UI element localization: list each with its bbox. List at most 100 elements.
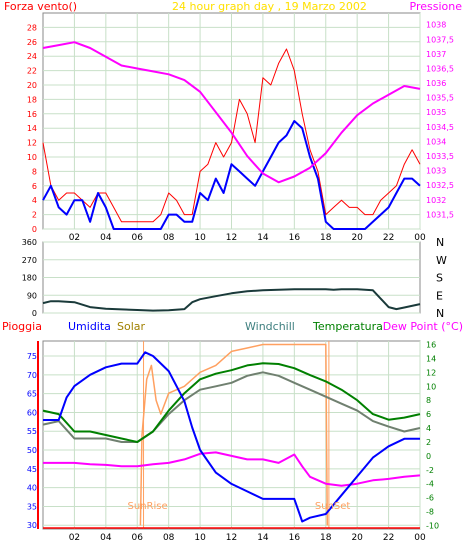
temperature-line [42, 362, 421, 443]
wind-direction-line [42, 288, 421, 312]
y-left-tick-label: 20 [27, 81, 37, 90]
temperature-series [42, 341, 421, 529]
y-left-tick-label: 0 [32, 309, 37, 318]
x-tick-label: 06 [132, 533, 144, 543]
compass-tick-label: E [436, 289, 443, 302]
x-tick-label: 08 [163, 533, 175, 543]
x-tick-label: 14 [257, 533, 269, 543]
x-tick-label: 00 [414, 233, 426, 243]
temperature-x-ticks: 02 04 06 08 10 12 14 16 18 20 22 00 [69, 533, 426, 543]
y-right-tick-label: 12 [426, 368, 436, 377]
compass-tick-label: N [436, 236, 444, 249]
x-tick-label: 16 [289, 233, 301, 243]
y-left-tick-label: 6 [32, 182, 37, 191]
x-tick-label: 00 [414, 533, 426, 543]
compass-tick-label: S [436, 272, 443, 285]
temperature-axis-ticks: -10 -8 -6 -4 -2 0 2 4 6 8 10 12 14 16 [426, 340, 439, 530]
humidity-axis-ticks: 30 35 40 45 50 55 60 65 70 75 [27, 352, 37, 530]
y-left-tick-label: 35 [27, 502, 37, 511]
y-left-tick-label: 12 [27, 139, 37, 148]
y-right-tick-label: 10 [426, 382, 436, 391]
sunrise-label: SunRise [128, 501, 168, 512]
y-right-tick-label: 1036 [426, 79, 446, 88]
y-right-tick-label: 1038 [426, 21, 446, 30]
solar-line [139, 343, 329, 526]
x-tick-label: 16 [289, 533, 301, 543]
temperature-grid [43, 341, 421, 529]
y-right-tick-label: -2 [426, 466, 434, 475]
y-left-tick-label: 30 [27, 521, 37, 530]
y-left-tick-label: 0 [32, 225, 37, 234]
wind-pressure-x-ticks: 02 04 06 08 10 12 14 16 18 20 22 00 [69, 233, 426, 243]
x-tick-label: 02 [69, 533, 80, 543]
direction-grid [43, 241, 420, 314]
y-right-tick-label: 1036,5 [426, 64, 454, 73]
legend-solar: Solar [117, 320, 146, 333]
pressure-axis-label: Pressione [410, 0, 463, 13]
x-tick-label: 22 [383, 533, 394, 543]
y-left-tick-label: 360 [22, 238, 37, 247]
y-left-tick-label: 10 [27, 153, 37, 162]
x-tick-label: 18 [320, 233, 332, 243]
x-tick-label: 02 [69, 233, 80, 243]
y-right-tick-label: 1032,5 [426, 181, 454, 190]
y-right-tick-label: -6 [426, 494, 434, 503]
y-left-tick-label: 180 [22, 274, 37, 283]
y-left-tick-label: 75 [27, 352, 37, 361]
y-right-tick-label: -4 [426, 480, 434, 489]
x-tick-label: 10 [194, 233, 206, 243]
y-left-tick-label: 4 [32, 196, 37, 205]
dewpoint-line [43, 451, 421, 487]
y-right-tick-label: 1037,5 [426, 35, 454, 44]
y-right-tick-label: -8 [426, 508, 434, 517]
pressure-line [42, 41, 421, 184]
x-tick-label: 04 [100, 233, 112, 243]
y-left-tick-label: 24 [27, 52, 37, 61]
chart-title: 24 hour graph day , 19 Marzo 2002 [172, 0, 367, 13]
y-right-tick-label: 1034 [426, 137, 446, 146]
y-left-tick-label: 60 [27, 408, 37, 417]
x-tick-label: 14 [257, 233, 269, 243]
y-right-tick-label: 1031,5 [426, 210, 454, 219]
legend-temperature: Temperatura [312, 320, 383, 333]
y-right-tick-label: 16 [426, 340, 436, 349]
y-right-tick-label: 8 [426, 396, 431, 405]
x-tick-label: 10 [194, 533, 206, 543]
legend: Pioggia Umidita Solar Windchill Temperat… [2, 320, 463, 333]
y-left-tick-label: 270 [22, 256, 37, 265]
x-tick-label: 08 [163, 233, 175, 243]
y-left-tick-label: 50 [27, 446, 37, 455]
y-left-tick-label: 45 [27, 465, 37, 474]
y-left-tick-label: 16 [27, 110, 37, 119]
y-right-tick-label: 1035 [426, 108, 446, 117]
x-tick-label: 18 [320, 533, 332, 543]
x-tick-label: 20 [351, 233, 363, 243]
y-left-tick-label: 70 [27, 371, 37, 380]
y-right-tick-label: 1037 [426, 50, 446, 59]
y-right-tick-label: -10 [426, 522, 439, 531]
wind-speed-line [42, 48, 421, 223]
x-tick-label: 22 [383, 233, 394, 243]
y-left-tick-label: 26 [27, 38, 37, 47]
compass-tick-label: W [436, 254, 447, 267]
y-left-tick-label: 28 [27, 23, 37, 32]
y-right-tick-label: 1033,5 [426, 152, 454, 161]
y-left-tick-label: 2 [32, 211, 37, 220]
y-left-tick-label: 40 [27, 484, 37, 493]
direction-series [42, 288, 421, 312]
humidity-line [43, 351, 420, 523]
y-left-tick-label: 65 [27, 390, 37, 399]
y-left-tick-label: 14 [27, 124, 37, 133]
y-right-tick-label: 1032 [426, 196, 446, 205]
y-right-tick-label: 2 [426, 438, 431, 447]
y-right-tick-label: 1033 [426, 167, 446, 176]
y-left-tick-label: 90 [27, 291, 37, 300]
y-left-tick-label: 8 [32, 167, 37, 176]
compass-tick-label: N [436, 307, 444, 320]
legend-dewpoint: Dew Point (°C) [383, 320, 463, 333]
pressure-axis-ticks: 1031,5 1032 1032,5 1033 1033,5 1034 1034,5 1035… [426, 21, 454, 220]
